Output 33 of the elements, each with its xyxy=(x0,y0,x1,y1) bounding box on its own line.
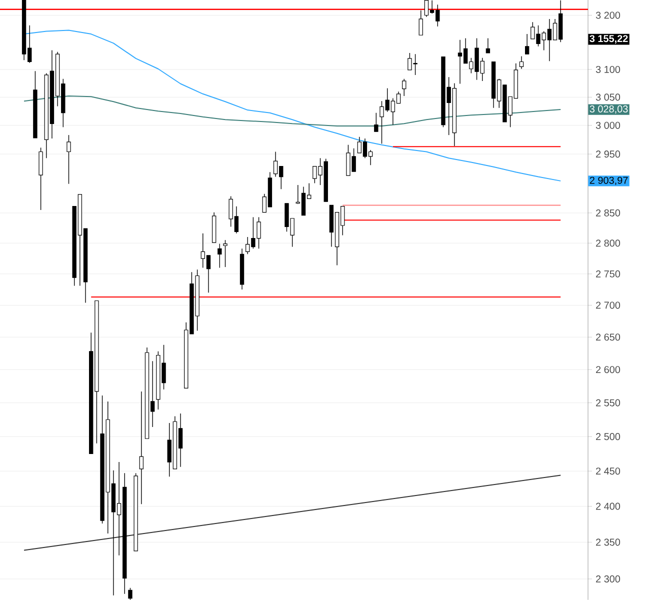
candlestick xyxy=(66,134,71,184)
candlestick xyxy=(374,112,378,132)
y-tick-label: 3 100 xyxy=(596,66,620,73)
candlestick xyxy=(524,34,530,54)
text: 3 155,22 xyxy=(590,35,628,44)
candlestick xyxy=(139,391,144,505)
candlestick xyxy=(418,10,423,36)
candlestick xyxy=(402,78,406,96)
y-tick-label: 2 700 xyxy=(596,302,620,309)
y-tick-label: 2 400 xyxy=(596,502,620,510)
y-tick-label: 2 600 xyxy=(596,366,620,374)
candlestick xyxy=(218,243,222,268)
y-tick-label: 3 000 xyxy=(596,122,620,129)
y-tick-label: 3 200 xyxy=(596,12,620,19)
candlestick xyxy=(38,147,43,210)
y-tick-label: 2 450 xyxy=(596,468,620,475)
y-tick-label: 2 350 xyxy=(596,538,620,546)
text: 3 028,03 xyxy=(590,105,628,114)
candlestick xyxy=(486,38,490,54)
line-series xyxy=(24,30,562,182)
text: 2 903,97 xyxy=(590,176,628,186)
y-tick-label: 2 650 xyxy=(596,334,620,341)
candlestick xyxy=(519,56,524,70)
y-tick-label: 2 300 xyxy=(596,575,620,582)
y-tick-label: 2 500 xyxy=(596,433,620,440)
candlestick xyxy=(223,240,228,268)
y-tick-label: 2 750 xyxy=(596,270,620,278)
y-tick-label: 2 950 xyxy=(596,150,620,158)
y-tick-label: 2 850 xyxy=(596,209,620,216)
y-tick-label: 2 800 xyxy=(596,240,620,247)
y-tick-label: 3 050 xyxy=(596,94,620,101)
candlestick xyxy=(128,588,132,600)
y-tick-label: 2 550 xyxy=(596,399,620,406)
